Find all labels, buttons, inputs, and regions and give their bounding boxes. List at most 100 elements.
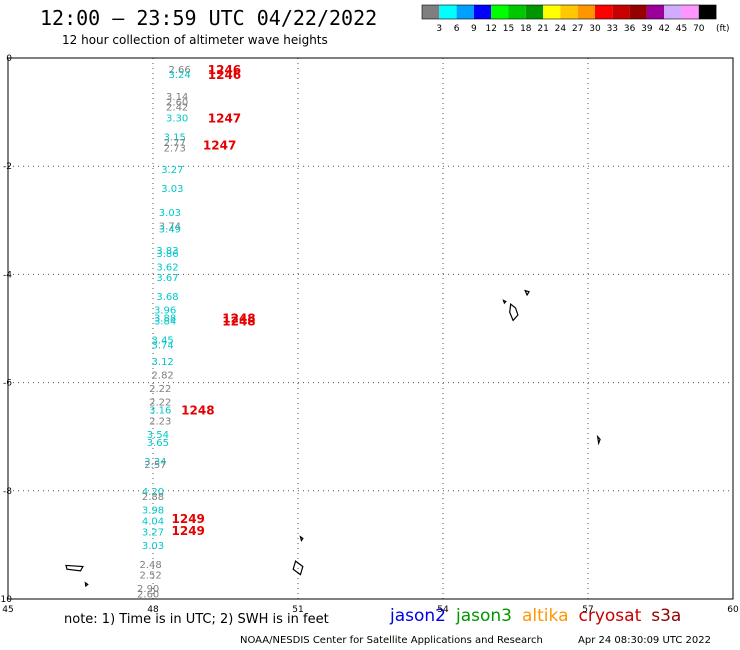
y-tick--10: -10 (0, 595, 12, 605)
x-tick-54: 54 (437, 605, 449, 615)
colorbar-swatch (595, 5, 613, 19)
wave-height-label: 3.03 (142, 541, 164, 552)
wave-height-label: 2.88 (142, 492, 164, 503)
colorbar-swatch (698, 5, 717, 19)
map-border (7, 57, 734, 600)
wave-height-label: 2.82 (152, 370, 174, 381)
wave-height-label: 3.62 (156, 262, 178, 273)
wave-height-label: 3.86 (156, 249, 178, 260)
wave-height-label: 3.54 (147, 430, 169, 441)
island-west-dot (84, 581, 89, 588)
wave-height-label: 3.49 (159, 224, 181, 235)
x-tick-60: 60 (727, 605, 739, 615)
wave-height-label: 3.14 (166, 92, 188, 103)
wave-height-label: 3.15 (164, 132, 186, 143)
wave-height-label: 3.84 (154, 316, 176, 327)
satellite-jason2: jason2 (390, 606, 446, 626)
colorbar-swatch (577, 5, 595, 19)
colorbar-label: 30 (589, 24, 601, 34)
satellite-legend: jason2 jason3 altika cryosat s3a (390, 606, 691, 626)
wave-height-label: 3.24 (168, 70, 190, 81)
wave-height-label: 2.60 (137, 590, 159, 601)
colorbar-label: 24 (555, 24, 567, 34)
time-label: 1249 (172, 524, 205, 538)
wave-height-label: 3.74 (152, 341, 174, 352)
y-tick--4: -4 (3, 270, 12, 280)
colorbar-swatch (681, 5, 699, 19)
wave-height-label: 3.12 (152, 357, 174, 368)
colorbar-label: 27 (572, 24, 583, 34)
wave-height-label: 2.77 (164, 138, 186, 149)
colorbar-swatch (439, 5, 457, 19)
island-amirante (596, 434, 601, 446)
colorbar-label: 15 (503, 24, 514, 34)
footer-note: note: 1) Time is in UTC; 2) SWH is in fe… (64, 612, 329, 627)
colorbar-swatch (560, 5, 578, 19)
y-tick--6: -6 (3, 379, 12, 389)
time-label: 1246 (208, 63, 241, 77)
wave-height-labels: 2.663.24 3.14 2.60 2.423.30 3.152.772.73 3.27… (137, 65, 191, 601)
time-label: 1248 (222, 314, 255, 328)
x-tick-57: 57 (582, 605, 593, 615)
wave-height-label: 2.22 (149, 398, 171, 409)
coastlines (65, 289, 601, 588)
colorbar-label: 39 (641, 24, 653, 34)
map-frame (7, 57, 734, 600)
colorbar-swatch (473, 5, 492, 19)
satellite-altika: altika (522, 606, 569, 626)
wave-height-label: 3.30 (166, 114, 188, 125)
y-tick-0: 0 (6, 54, 12, 64)
colorbar-swatch (525, 5, 544, 19)
axis-ticks: 45 48 51 54 57 60 0 -2 -4 -6 -8 -10 (0, 54, 739, 615)
map-title: 12:00 – 23:59 UTC 04/22/2022 (40, 6, 378, 30)
wave-height-label: 3.65 (147, 438, 169, 449)
wave-height-label: 2.23 (149, 416, 171, 427)
x-tick-45: 45 (2, 605, 13, 615)
colorbar-swatch (543, 5, 561, 19)
colorbar-swatch (456, 5, 474, 19)
colorbar-swatch (422, 5, 440, 19)
island-comoros-dot (299, 535, 304, 543)
colorbar-label: 36 (624, 24, 636, 34)
x-tick-48: 48 (147, 605, 159, 615)
wave-height-label: 3.98 (142, 506, 164, 517)
wave-height-label: 3.96 (154, 306, 176, 317)
colorbar-swatch (664, 5, 682, 19)
y-tick--8: -8 (3, 487, 12, 497)
wave-height-label: 3.45 (152, 335, 174, 346)
wave-height-label: 2.22 (149, 384, 171, 395)
colorbar-label: 18 (520, 24, 532, 34)
grid-lines (8, 58, 733, 599)
satellite-s3a: s3a (651, 606, 682, 626)
time-label: 1247 (203, 139, 236, 153)
colorbar-label: 6 (454, 24, 460, 34)
island-seychelles-islet (502, 299, 507, 305)
satellite-cryosat: cryosat (578, 606, 642, 626)
wave-height-label: 3.83 (156, 246, 178, 257)
wave-height-label: 2.73 (164, 143, 186, 154)
satellite-jason3: jason3 (456, 606, 512, 626)
time-label: 1248 (181, 404, 214, 418)
wave-height-label: 3.27 (142, 527, 164, 538)
wave-height-label: 3.34 (144, 457, 166, 468)
colorbar-border (421, 4, 717, 20)
colorbar-label: 70 (693, 24, 705, 34)
wave-height-label: 3.88 (154, 314, 176, 325)
wave-height-label: 3.67 (156, 273, 178, 284)
y-tick--2: -2 (3, 162, 12, 172)
colorbar: 3 6 9 12 15 18 21 24 27 30 33 36 39 42 45 70 (ft) (421, 4, 730, 34)
wave-height-label: 2.52 (139, 571, 161, 582)
colorbar-label: 12 (485, 24, 496, 34)
time-label: 1246 (208, 68, 241, 82)
map-subtitle: 12 hour collection of altimeter wave hei… (62, 33, 328, 47)
colorbar-label: 9 (471, 24, 477, 34)
colorbar-label: 33 (607, 24, 618, 34)
wave-height-label: 2.66 (168, 65, 190, 76)
wave-height-label: 3.03 (161, 184, 183, 195)
colorbar-label: 45 (676, 24, 687, 34)
wave-height-label: 2.42 (166, 103, 188, 114)
colorbar-label: 3 (436, 24, 442, 34)
wave-height-label: 3.27 (161, 165, 183, 176)
